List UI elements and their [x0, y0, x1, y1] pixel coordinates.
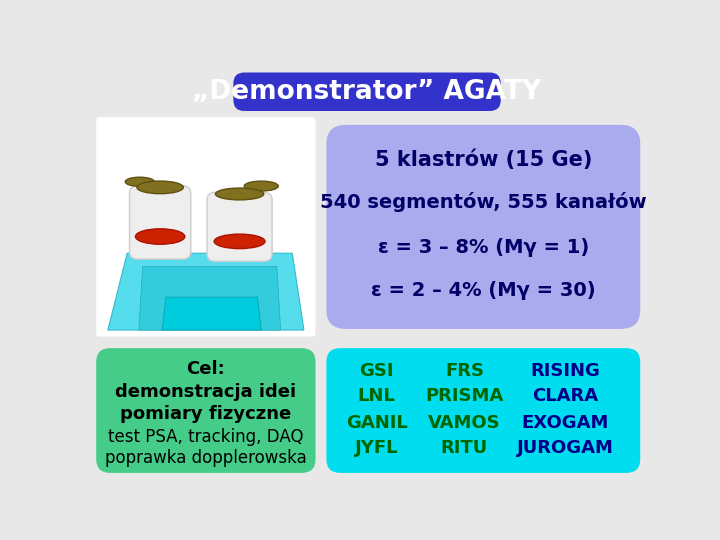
FancyBboxPatch shape — [233, 72, 500, 111]
Text: JYFL: JYFL — [355, 439, 398, 457]
FancyBboxPatch shape — [326, 125, 640, 329]
Text: demonstracja idei: demonstracja idei — [115, 383, 297, 401]
Polygon shape — [162, 297, 261, 330]
FancyBboxPatch shape — [96, 117, 315, 336]
Text: VAMOS: VAMOS — [428, 414, 501, 432]
Text: GSI: GSI — [359, 362, 394, 380]
Polygon shape — [139, 266, 281, 330]
Ellipse shape — [214, 234, 265, 248]
Text: JUROGAM: JUROGAM — [516, 439, 613, 457]
Ellipse shape — [244, 181, 279, 191]
Text: pomiary fizyczne: pomiary fizyczne — [120, 406, 292, 423]
Text: 540 segmentów, 555 kanałów: 540 segmentów, 555 kanałów — [320, 192, 647, 212]
Ellipse shape — [137, 181, 184, 194]
Text: Cel:: Cel: — [186, 360, 225, 379]
Text: ε = 2 – 4% (Mγ = 30): ε = 2 – 4% (Mγ = 30) — [371, 281, 595, 300]
Ellipse shape — [125, 177, 154, 186]
Text: GANIL: GANIL — [346, 414, 408, 432]
Text: CLARA: CLARA — [532, 387, 598, 404]
FancyBboxPatch shape — [326, 348, 640, 473]
Text: ε = 3 – 8% (Mγ = 1): ε = 3 – 8% (Mγ = 1) — [378, 238, 589, 257]
Text: 5 klastrów (15 Ge): 5 klastrów (15 Ge) — [374, 149, 592, 170]
FancyBboxPatch shape — [130, 186, 191, 259]
Text: LNL: LNL — [358, 387, 395, 404]
Text: PRISMA: PRISMA — [426, 387, 503, 404]
FancyBboxPatch shape — [207, 192, 272, 261]
Text: test PSA, tracking, DAQ: test PSA, tracking, DAQ — [108, 428, 304, 445]
Text: EXOGAM: EXOGAM — [521, 414, 608, 432]
FancyBboxPatch shape — [96, 348, 315, 473]
Text: poprawka dopplerowska: poprawka dopplerowska — [105, 449, 307, 467]
Text: RISING: RISING — [530, 362, 600, 380]
Ellipse shape — [215, 188, 264, 200]
Polygon shape — [108, 253, 304, 330]
Text: „Demonstrator” AGATY: „Demonstrator” AGATY — [192, 79, 541, 105]
Text: RITU: RITU — [441, 439, 488, 457]
Text: FRS: FRS — [445, 362, 484, 380]
Ellipse shape — [135, 229, 185, 244]
